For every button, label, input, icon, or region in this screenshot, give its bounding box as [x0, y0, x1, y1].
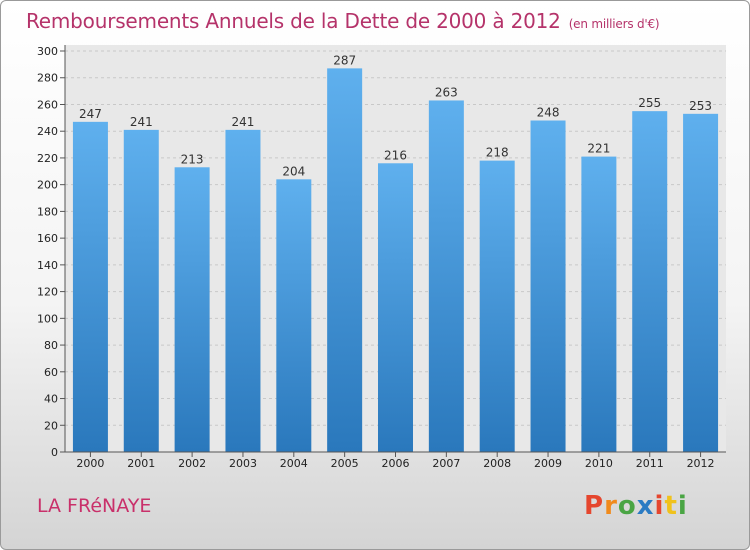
commune-name: LA FRéNAYE: [37, 495, 152, 517]
x-tick-label: 2010: [585, 457, 613, 470]
bar: [428, 100, 464, 452]
y-tick-label: 40: [44, 393, 58, 406]
bar-value-label: 213: [181, 152, 204, 166]
y-tick-label: 260: [37, 98, 58, 111]
y-tick-label: 80: [44, 339, 58, 352]
x-tick-label: 2002: [178, 457, 206, 470]
x-tick-label: 2001: [127, 457, 155, 470]
x-tick-label: 2009: [534, 457, 562, 470]
bar-value-label: 216: [384, 148, 407, 162]
y-tick-label: 100: [37, 312, 58, 325]
x-tick-label: 2006: [382, 457, 410, 470]
bar: [632, 111, 668, 453]
logo-letter: r: [604, 491, 618, 521]
bar-value-label: 287: [333, 53, 356, 67]
bar: [479, 160, 515, 452]
x-tick-label: 2008: [483, 457, 511, 470]
y-tick-label: 180: [37, 205, 58, 218]
y-tick-label: 120: [37, 286, 58, 299]
logo-letter: x: [636, 491, 655, 521]
bar: [530, 120, 566, 453]
bar: [123, 129, 159, 452]
y-tick-label: 240: [37, 125, 58, 138]
bar-value-label: 221: [587, 142, 610, 156]
bar-value-label: 218: [486, 146, 509, 160]
bar: [225, 129, 261, 452]
bar: [327, 68, 363, 453]
bar-value-label: 253: [689, 99, 712, 113]
bar: [72, 121, 108, 453]
logo-letter: P: [584, 491, 605, 521]
bar-value-label: 248: [537, 106, 560, 120]
y-tick-label: 0: [51, 446, 58, 459]
y-tick-label: 160: [37, 232, 58, 245]
bars: 247 241 213 241 204 287 216 263 218 248 221 255 253: [72, 53, 719, 453]
y-tick-label: 200: [37, 179, 58, 192]
bar-value-label: 255: [638, 96, 661, 110]
x-tick-label: 2012: [687, 457, 715, 470]
chart-title-text: Remboursements Annuels de la Dette de 20…: [26, 9, 561, 33]
bar-value-label: 247: [79, 107, 102, 121]
bar: [378, 163, 413, 452]
logo-letter: o: [617, 491, 637, 521]
y-tick-label: 280: [37, 72, 58, 85]
bar-value-label: 204: [282, 164, 305, 178]
chart-subtitle: (en milliers d'€): [568, 17, 660, 31]
y-tick-label: 140: [37, 259, 58, 272]
y-axis: 0 20 40 60 80 100 120 140 160 180 200 220 240 260 280 3…: [37, 45, 66, 459]
x-tick-label: 2011: [636, 457, 664, 470]
y-tick-label: 20: [44, 419, 58, 432]
bar-value-label: 241: [232, 115, 255, 129]
x-tick-label: 2007: [432, 457, 460, 470]
y-tick-label: 220: [37, 152, 58, 165]
x-tick-label: 2004: [280, 457, 308, 470]
bar-value-label: 241: [130, 115, 153, 129]
x-tick-label: 2003: [229, 457, 257, 470]
logo-letter: t: [664, 491, 678, 521]
x-tick-label: 2000: [76, 457, 104, 470]
bar: [683, 113, 719, 452]
bar-value-label: 263: [435, 85, 458, 99]
x-axis: 2000 2001 2002 2003 2004 2005 2006 2007 2008 2009…: [65, 451, 726, 470]
logo-letter: i: [677, 491, 688, 521]
x-tick-label: 2005: [331, 457, 359, 470]
logo-letter: i: [654, 491, 665, 521]
y-tick-label: 60: [44, 366, 58, 379]
y-tick-label: 300: [37, 45, 58, 58]
bar: [276, 179, 312, 452]
proxiti-logo[interactable]: Proxiti: [584, 491, 688, 521]
bar: [581, 156, 617, 452]
chart-title: Remboursements Annuels de la Dette de 20…: [26, 9, 660, 33]
bar: [174, 167, 210, 453]
